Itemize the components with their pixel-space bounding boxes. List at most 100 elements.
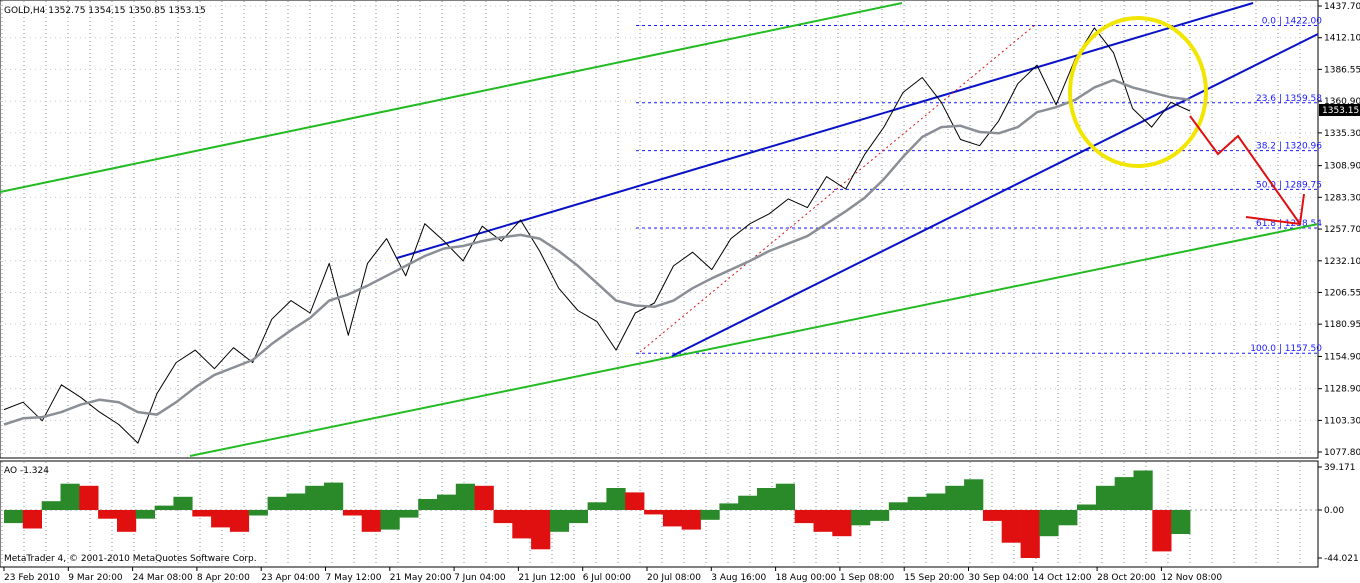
time-tick-label: 3 Aug 16:00	[711, 573, 766, 583]
ao-bar	[135, 510, 155, 519]
red-dotted-trendline	[639, 23, 1037, 353]
ao-bar	[192, 510, 212, 517]
ao-bar	[286, 493, 306, 510]
ao-bar	[982, 510, 1003, 521]
time-tick-label: 9 Mar 20:00	[68, 573, 123, 583]
ao-bar	[493, 510, 513, 524]
oscillator-tick-label: -44.021	[1324, 554, 1359, 564]
ao-bar	[606, 488, 626, 510]
time-tick-label: 7 Jun 04:00	[454, 573, 506, 583]
time-tick-label: 23 Feb 2010	[4, 573, 60, 583]
current-price-box	[1319, 104, 1360, 116]
price-panel-frame	[0, 0, 1319, 459]
ao-bar	[813, 510, 833, 532]
ao-bar	[775, 483, 795, 510]
ao-bar	[229, 510, 250, 532]
ao-bar	[1114, 477, 1134, 510]
ao-bar	[173, 496, 193, 510]
price-series	[3, 27, 1191, 444]
price-tick-label: 1308.90	[1324, 162, 1360, 172]
oscillator-tick-label: 39.171	[1324, 463, 1356, 473]
ao-bar	[22, 510, 42, 529]
ao-bar	[1039, 510, 1059, 537]
ao-bar	[512, 510, 532, 539]
fib-level-label: 50.0 | 1289.75	[1256, 180, 1322, 190]
resistance-trendline	[396, 2, 1254, 259]
price-tick-label: 1412.10	[1324, 34, 1360, 44]
ao-bar	[549, 510, 570, 532]
price-tick-label: 1180.95	[1324, 320, 1360, 330]
current-price-label: 1353.15	[1322, 106, 1359, 116]
ao-bar	[1001, 510, 1021, 543]
ao-bar	[681, 510, 701, 530]
ao-bar	[851, 510, 871, 526]
ao-bar	[1077, 504, 1097, 510]
highlight-circle	[1068, 16, 1208, 168]
ao-bar	[832, 510, 852, 537]
ao-bar	[644, 510, 664, 515]
ao-histogram	[4, 470, 1191, 558]
price-axis: 1437.70 1412.10 1386.55 1360.90 1335.30 1308.…	[1318, 2, 1360, 458]
time-tick-label: 30 Sep 04:00	[969, 573, 1029, 583]
ao-bar	[98, 510, 118, 519]
ao-bar	[945, 485, 965, 510]
ao-bar	[342, 510, 363, 516]
ao-bar	[79, 485, 99, 510]
time-tick-label: 21 Jun 12:00	[518, 573, 575, 583]
ao-bar	[1058, 510, 1078, 526]
ao-bar	[1095, 485, 1116, 510]
ao-bar	[324, 482, 344, 510]
oscillator-panel: AO -1.324 39.171 0.00 -44.021 MetaTrader 4…	[0, 460, 1359, 568]
ao-bar	[1133, 470, 1153, 510]
time-tick-label: 1 Sep 08:00	[840, 573, 895, 583]
oscillator-title: AO -1.324	[4, 466, 49, 476]
ao-bar	[437, 494, 457, 510]
oscillator-tick-label: 0.00	[1324, 506, 1344, 516]
ao-bar	[474, 485, 494, 510]
time-tick-label: 7 May 12:00	[326, 573, 382, 583]
ao-bar	[587, 502, 607, 510]
ao-bar	[248, 510, 268, 516]
ao-bar	[738, 495, 758, 510]
price-tick-label: 1077.80	[1324, 448, 1360, 458]
price-tick-label: 1335.30	[1324, 129, 1360, 139]
fib-level-label: 61.8 | 1258.54	[1256, 219, 1322, 229]
price-tick-label: 1437.70	[1324, 2, 1360, 12]
price-tick-label: 1257.70	[1324, 225, 1360, 235]
ao-bar	[418, 499, 438, 510]
ao-bar	[926, 493, 946, 510]
ao-bar	[399, 510, 419, 518]
time-tick-label: 15 Sep 20:00	[904, 573, 964, 583]
price-tick-label: 1154.90	[1324, 352, 1360, 362]
time-tick-label: 18 Aug 00:00	[776, 573, 837, 583]
ao-bar	[154, 505, 174, 510]
time-tick-label: 21 May 20:00	[390, 573, 452, 583]
moving-average-line	[3, 78, 1191, 426]
chart-title: GOLD,H4 1352.75 1354.15 1350.85 1353.15	[4, 6, 206, 16]
fib-level-label: 100.0 | 1157.50	[1250, 344, 1322, 354]
fibonacci-levels: 0.0 | 1422.00 23.6 | 1359.58 38.2 | 1320.9…	[636, 16, 1322, 354]
trendlines	[0, 2, 1319, 457]
time-tick-label: 8 Apr 20:00	[197, 573, 250, 583]
annotations	[1068, 16, 1305, 226]
ao-bar	[757, 488, 777, 510]
ao-bar	[60, 483, 80, 510]
ao-bar	[1152, 510, 1172, 552]
ao-bar	[964, 479, 984, 510]
price-tick-label: 1386.55	[1324, 65, 1360, 75]
ao-bar	[719, 503, 739, 510]
upper-channel-line	[0, 2, 903, 193]
time-tick-label: 12 Nov 08:00	[1161, 573, 1222, 583]
ao-bar	[380, 510, 400, 530]
ao-bar	[870, 510, 890, 521]
forecast-arrowhead	[1245, 193, 1305, 226]
price-tick-label: 1206.55	[1324, 288, 1360, 298]
ao-bar	[41, 501, 61, 510]
forecast-arrow-path	[1189, 115, 1301, 225]
ao-bar	[794, 510, 814, 524]
support-trendline	[671, 33, 1319, 357]
ao-bar	[568, 510, 588, 524]
ao-bar	[455, 483, 475, 510]
fib-level-label: 38.2 | 1320.96	[1256, 142, 1322, 152]
